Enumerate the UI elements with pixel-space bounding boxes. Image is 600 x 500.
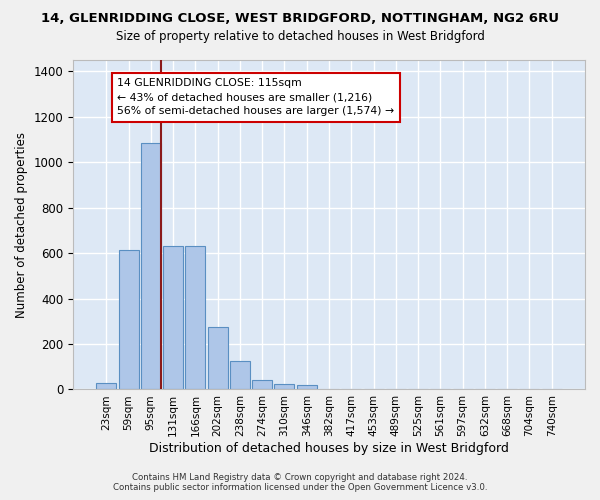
Bar [230,361,250,390]
Bar [185,246,205,390]
X-axis label: Distribution of detached houses by size in West Bridgford: Distribution of detached houses by size … [149,442,509,455]
Text: Contains HM Land Registry data © Crown copyright and database right 2024.
Contai: Contains HM Land Registry data © Crown c… [113,473,487,492]
Bar [274,384,295,390]
Text: Size of property relative to detached houses in West Bridgford: Size of property relative to detached ho… [116,30,484,43]
Bar [252,380,272,390]
Bar [297,386,317,390]
Text: 14, GLENRIDDING CLOSE, WEST BRIDGFORD, NOTTINGHAM, NG2 6RU: 14, GLENRIDDING CLOSE, WEST BRIDGFORD, N… [41,12,559,26]
Bar [208,327,227,390]
Bar [163,246,183,390]
Text: 14 GLENRIDDING CLOSE: 115sqm
← 43% of detached houses are smaller (1,216)
56% of: 14 GLENRIDDING CLOSE: 115sqm ← 43% of de… [118,78,395,116]
Y-axis label: Number of detached properties: Number of detached properties [15,132,28,318]
Bar [119,250,139,390]
Bar [96,382,116,390]
Bar [141,143,161,390]
